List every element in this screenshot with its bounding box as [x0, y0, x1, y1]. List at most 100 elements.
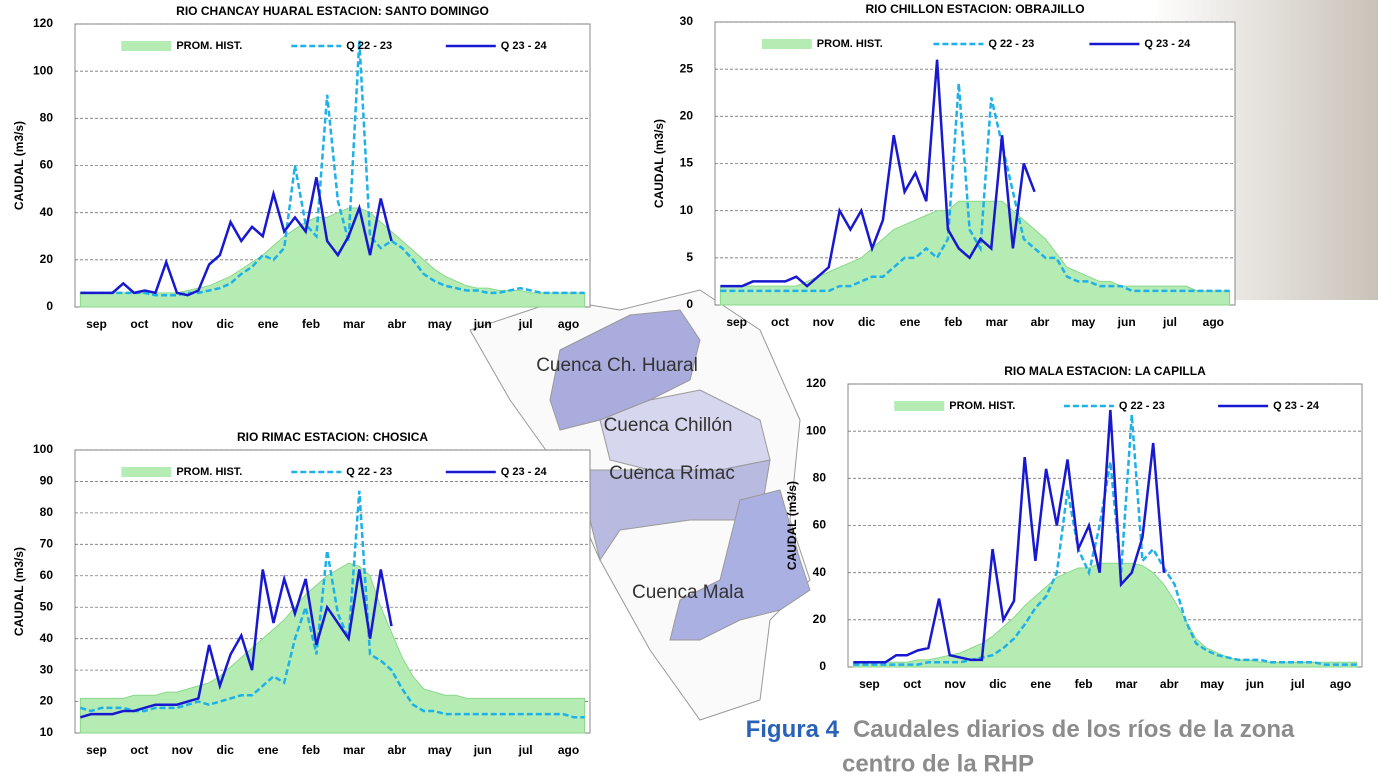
y-tick-label: 25: [680, 61, 694, 75]
map-label: Cuenca Rímac: [609, 463, 735, 484]
y-tick-label: 60: [40, 568, 54, 582]
x-tick-label: sep: [86, 317, 107, 331]
y-tick-label: 40: [813, 565, 827, 579]
y-axis-label: CAUDAL (m3/s): [652, 119, 666, 208]
x-tick-label: feb: [302, 743, 320, 757]
x-tick-label: nov: [944, 677, 966, 691]
x-tick-label: nov: [813, 315, 835, 329]
x-tick-label: jun: [473, 743, 492, 757]
y-tick-label: 60: [813, 518, 827, 532]
y-tick-label: 20: [40, 252, 54, 266]
y-tick-label: 120: [33, 16, 53, 30]
y-tick-label: 100: [33, 442, 53, 456]
x-tick-label: nov: [172, 743, 194, 757]
map-label: Cuenca Chillón: [604, 415, 733, 436]
x-tick-label: feb: [1075, 677, 1093, 691]
chart-panel: RIO CHANCAY HUARAL ESTACION: SANTO DOMIN…: [12, 4, 590, 331]
x-tick-label: dic: [858, 315, 876, 329]
x-tick-label: ago: [558, 317, 579, 331]
y-tick-label: 100: [806, 423, 826, 437]
x-tick-label: mar: [343, 743, 365, 757]
y-tick-label: 60: [40, 158, 54, 172]
chart-panel: RIO MALA ESTACION: LA CAPILLA CAUDAL (m3/…: [785, 364, 1362, 691]
legend-label: PROM. HIST.: [176, 466, 242, 478]
y-tick-label: 80: [813, 471, 827, 485]
legend-label: Q 23 - 24: [1144, 38, 1191, 50]
x-tick-label: may: [428, 743, 452, 757]
x-tick-label: oct: [130, 317, 148, 331]
y-tick-label: 20: [813, 612, 827, 626]
x-tick-label: jun: [473, 317, 492, 331]
y-axis-label: CAUDAL (m3/s): [12, 121, 26, 210]
x-tick-label: mar: [1115, 677, 1137, 691]
legend-label: Q 23 - 24: [501, 40, 548, 52]
x-tick-label: oct: [771, 315, 789, 329]
x-tick-label: oct: [130, 743, 148, 757]
chart-title: RIO CHILLON ESTACION: OBRAJILLO: [865, 2, 1084, 16]
y-tick-label: 30: [40, 662, 54, 676]
y-tick-label: 0: [686, 297, 693, 311]
x-tick-label: jul: [1162, 315, 1177, 329]
x-tick-label: ago: [1203, 315, 1224, 329]
legend-label: Q 22 - 23: [346, 40, 392, 52]
y-tick-label: 50: [40, 599, 54, 613]
map-label: Cuenca Ch. Huaral: [536, 355, 698, 376]
x-tick-label: oct: [903, 677, 921, 691]
legend-label: Q 22 - 23: [988, 38, 1034, 50]
y-tick-label: 40: [40, 631, 54, 645]
y-tick-label: 10: [40, 725, 54, 739]
map-label: Cuenca Mala: [632, 582, 744, 603]
caption-line: centro de la RHP: [842, 750, 1034, 777]
y-tick-label: 80: [40, 111, 54, 125]
x-tick-label: mar: [986, 315, 1008, 329]
y-tick-label: 70: [40, 537, 54, 551]
legend-label: Q 22 - 23: [346, 466, 392, 478]
legend-swatch: [894, 401, 944, 411]
y-tick-label: 90: [40, 474, 54, 488]
x-tick-label: sep: [859, 677, 880, 691]
legend-label: Q 23 - 24: [501, 466, 548, 478]
x-tick-label: jun: [1117, 315, 1136, 329]
x-tick-label: abr: [1160, 677, 1179, 691]
x-tick-label: dic: [989, 677, 1007, 691]
legend-label: Q 23 - 24: [1273, 400, 1320, 412]
x-tick-label: dic: [217, 317, 235, 331]
x-tick-label: may: [1200, 677, 1224, 691]
y-tick-label: 0: [819, 659, 826, 673]
x-tick-label: dic: [217, 743, 235, 757]
x-tick-label: abr: [388, 317, 407, 331]
x-tick-label: abr: [388, 743, 407, 757]
y-tick-label: 15: [680, 156, 694, 170]
chart-title: RIO CHANCAY HUARAL ESTACION: SANTO DOMIN…: [176, 4, 489, 18]
legend-label: Q 22 - 23: [1119, 400, 1165, 412]
x-tick-label: abr: [1031, 315, 1050, 329]
x-tick-label: feb: [944, 315, 962, 329]
caption-text: Caudales diarios de los ríos de la zona: [853, 716, 1295, 743]
y-axis-label: CAUDAL (m3/s): [12, 547, 26, 636]
x-tick-label: sep: [86, 743, 107, 757]
legend-swatch: [121, 41, 171, 51]
y-axis-label: CAUDAL (m3/s): [785, 481, 799, 570]
legend-swatch: [762, 39, 812, 49]
x-tick-label: feb: [302, 317, 320, 331]
legend-label: PROM. HIST.: [817, 38, 883, 50]
legend-label: PROM. HIST.: [176, 40, 242, 52]
figure-number: Figura 4: [746, 716, 840, 743]
x-tick-label: ene: [258, 317, 279, 331]
x-tick-label: may: [1071, 315, 1095, 329]
chart-title: RIO MALA ESTACION: LA CAPILLA: [1004, 364, 1206, 378]
legend-label: PROM. HIST.: [949, 400, 1015, 412]
y-tick-label: 20: [680, 109, 694, 123]
legend-swatch: [121, 467, 171, 477]
x-tick-label: ago: [1330, 677, 1351, 691]
y-tick-label: 10: [680, 203, 694, 217]
y-tick-label: 80: [40, 505, 54, 519]
page: RIO CHANCAY HUARAL ESTACION: SANTO DOMIN…: [0, 0, 1378, 782]
x-tick-label: jul: [1290, 677, 1305, 691]
y-tick-label: 120: [806, 376, 826, 390]
x-tick-label: ene: [258, 743, 279, 757]
y-tick-label: 0: [46, 299, 53, 313]
y-tick-label: 40: [40, 205, 54, 219]
x-tick-label: jul: [518, 743, 533, 757]
